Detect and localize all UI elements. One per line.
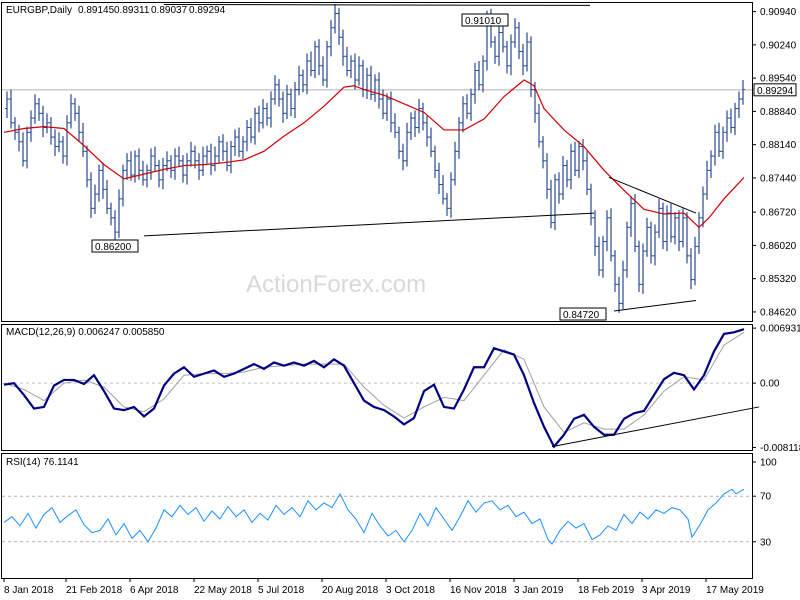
last-price-label: 0.89294 [757,86,794,97]
date-tick-label: 22 May 2018 [194,585,252,596]
date-tick-label: 21 Feb 2018 [66,585,123,596]
price-tick-label: 0.88140 [760,140,797,151]
annotation-low-box [559,307,607,321]
trendline-triangle-top [608,176,697,214]
trendline-support-long [143,212,595,237]
rsi-line [3,488,745,545]
macd-panel [2,328,760,449]
annotation-support-box [91,239,139,253]
macd-panel-frame [1,324,753,451]
rsi-axis: 100 70 30 [752,458,777,548]
trendline-macd-support [551,406,760,448]
ohlc-close: 0.89294 [189,5,226,16]
macd-tick-label: 0.006931 [760,324,800,335]
date-tick-label: 3 Jan 2019 [514,585,564,596]
macd-line [3,328,745,449]
trendline-resistance [163,3,591,6]
price-chart-title: EURGBP,Daily [6,5,72,16]
price-tick-label: 0.84620 [760,307,797,318]
ohlc-low: 0.89037 [151,5,188,16]
date-tick-label: 5 Jul 2018 [258,585,305,596]
macd-tick-label: 0.00 [760,379,780,390]
price-axis: 0.90940 0.90240 0.89540 0.88840 0.88140 0.874… [752,7,797,318]
annotation-support: 0.86200 [95,242,132,253]
price-panel: 0.91010 0.86200 0.84720 [2,3,752,321]
ohlc-high: 0.89311 [114,5,150,16]
price-tick-label: 0.86020 [760,241,797,252]
date-tick-label: 17 May 2019 [706,585,764,596]
macd-title: MACD(12,26,9) 0.006247 0.005850 [6,327,165,338]
date-tick-label: 3 Apr 2019 [642,585,691,596]
annotation-high: 0.91010 [465,16,502,27]
rsi-panel [2,488,752,545]
trendline-triangle-bottom [613,300,697,312]
date-tick-label: 16 Nov 2018 [450,585,507,596]
date-tick-label: 18 Feb 2019 [578,585,635,596]
watermark: ActionForex.com [246,271,426,298]
date-tick-label: 8 Jan 2018 [4,585,54,596]
rsi-tick-label: 70 [760,492,772,503]
price-tick-label: 0.87440 [760,173,797,184]
macd-axis: 0.006931 0.00 -0.008118 [752,324,800,454]
annotation-low: 0.84720 [563,310,600,321]
rsi-title: RSI(14) 76.1141 [6,457,79,468]
date-axis: 8 Jan 2018 21 Feb 2018 6 Apr 2018 22 May 20… [3,578,764,596]
ohlc-open: 0.89145 [78,5,115,16]
date-tick-label: 6 Apr 2018 [130,585,179,596]
rsi-tick-label: 100 [760,458,777,469]
last-price-box [753,83,797,97]
moving-average-line [3,79,745,229]
date-tick-label: 3 Oct 2018 [386,585,435,596]
price-tick-label: 0.90940 [760,7,797,18]
annotation-high-box [461,13,509,27]
price-tick-label: 0.89540 [760,74,797,85]
price-tick-label: 0.85320 [760,274,797,285]
macd-tick-label: -0.008118 [760,443,800,454]
rsi-tick-label: 30 [760,537,772,548]
price-tick-label: 0.86720 [760,208,797,219]
date-tick-label: 20 Aug 2018 [322,585,379,596]
rsi-panel-frame [1,453,753,579]
macd-signal-line [3,331,745,433]
price-tick-label: 0.88840 [760,107,797,118]
price-tick-label: 0.90240 [760,40,797,51]
